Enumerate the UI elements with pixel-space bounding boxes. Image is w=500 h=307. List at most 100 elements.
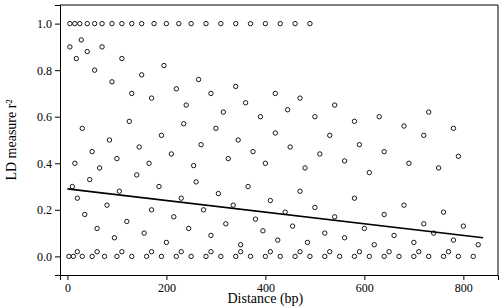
point xyxy=(427,110,431,114)
point xyxy=(162,63,166,67)
point xyxy=(461,224,465,228)
point xyxy=(332,215,336,219)
point xyxy=(209,91,213,95)
point xyxy=(164,240,168,244)
point xyxy=(107,138,111,142)
point xyxy=(130,91,134,95)
point xyxy=(209,233,213,237)
point xyxy=(157,184,161,188)
y-tick-label: 0.2 xyxy=(37,203,52,217)
point xyxy=(100,45,104,49)
point xyxy=(308,21,312,25)
point xyxy=(251,149,255,153)
y-tick-label: 0.6 xyxy=(37,110,52,124)
point xyxy=(323,254,327,258)
point xyxy=(74,56,78,60)
point xyxy=(298,189,302,193)
point xyxy=(79,38,83,42)
point xyxy=(80,254,84,258)
point xyxy=(130,21,134,25)
y-tick: 0.8 xyxy=(37,64,60,78)
point xyxy=(127,119,131,123)
point xyxy=(233,84,237,88)
point xyxy=(372,243,376,247)
point xyxy=(246,184,250,188)
point xyxy=(248,254,252,258)
y-tick-mark xyxy=(55,70,60,71)
trend-line xyxy=(67,189,483,238)
point xyxy=(402,124,406,128)
x-axis-line xyxy=(61,276,499,281)
y-axis: 0.00.20.40.60.81.0 xyxy=(37,6,61,276)
point xyxy=(308,254,312,258)
y-tick-mark xyxy=(55,24,60,25)
point xyxy=(189,21,193,25)
point xyxy=(224,222,228,226)
y-axis-title: LD measure r² xyxy=(4,99,19,180)
point xyxy=(323,231,327,235)
y-tick-mark xyxy=(55,210,60,211)
plot-area: 02004006008000.00.20.40.60.81.0 xyxy=(37,5,499,295)
point xyxy=(305,240,309,244)
point xyxy=(288,145,292,149)
point xyxy=(328,250,332,254)
point xyxy=(68,45,72,49)
point xyxy=(142,231,146,235)
x-tick-label: 0 xyxy=(65,281,71,295)
point xyxy=(268,250,272,254)
point xyxy=(328,133,332,137)
x-tick-label: 600 xyxy=(356,281,374,295)
point xyxy=(357,142,361,146)
point xyxy=(451,126,455,130)
point xyxy=(233,254,237,258)
point xyxy=(248,21,252,25)
point xyxy=(285,108,289,112)
point xyxy=(382,212,386,216)
point xyxy=(412,240,416,244)
point xyxy=(238,243,242,247)
point xyxy=(261,229,265,233)
point xyxy=(278,254,282,258)
point xyxy=(382,149,386,153)
point xyxy=(332,103,336,107)
point xyxy=(85,21,89,25)
point xyxy=(87,177,91,181)
point xyxy=(174,87,178,91)
point xyxy=(422,222,426,226)
point xyxy=(377,115,381,119)
point xyxy=(258,115,262,119)
point xyxy=(164,21,168,25)
point xyxy=(441,254,445,258)
point xyxy=(117,189,121,193)
y-tick-mark xyxy=(55,163,60,164)
point xyxy=(159,133,163,137)
point xyxy=(75,250,79,254)
point xyxy=(194,180,198,184)
point xyxy=(290,224,294,228)
y-tick: 1.0 xyxy=(37,17,60,31)
point xyxy=(144,254,148,258)
point xyxy=(318,152,322,156)
point xyxy=(102,254,106,258)
point xyxy=(427,254,431,258)
y-tick-mark xyxy=(55,117,60,118)
point xyxy=(90,149,94,153)
point xyxy=(293,254,297,258)
y-tick: 0.6 xyxy=(37,110,60,124)
point xyxy=(382,254,386,258)
point xyxy=(238,250,242,254)
point xyxy=(115,156,119,160)
point xyxy=(352,119,356,123)
point xyxy=(201,208,205,212)
point xyxy=(125,219,129,223)
point xyxy=(147,161,151,165)
point xyxy=(446,250,450,254)
point xyxy=(73,161,77,165)
x-tick-mark xyxy=(67,275,68,280)
point xyxy=(75,196,79,200)
y-tick-label: 0.4 xyxy=(37,157,52,171)
point xyxy=(80,126,84,130)
point xyxy=(471,254,475,258)
x-tick-label: 800 xyxy=(455,281,473,295)
point xyxy=(105,203,109,207)
